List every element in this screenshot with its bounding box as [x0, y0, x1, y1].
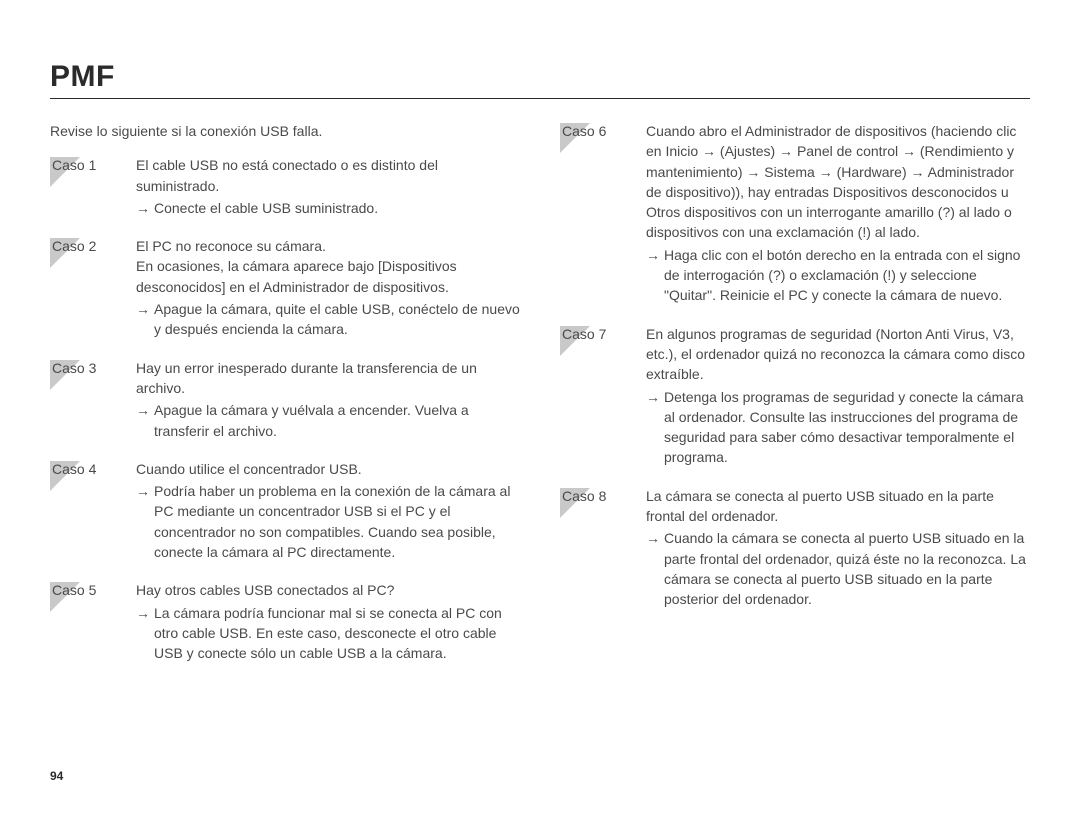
case-solution: → Apague la cámara y vuélvala a encender…	[136, 400, 520, 441]
solution-text: Podría haber un problema en la conexión …	[154, 481, 520, 562]
case-label-text: Caso 4	[50, 461, 96, 477]
case-block: Caso 4 Cuando utilice el concentrador US…	[50, 459, 520, 562]
solution-text: Cuando la cámara se conecta al puerto US…	[664, 528, 1030, 609]
case-body: La cámara se conecta al puerto USB situa…	[646, 486, 1030, 610]
solution-text: Apague la cámara, quite el cable USB, co…	[154, 299, 520, 340]
case-label: Caso 3	[50, 358, 136, 378]
case-desc: Hay otros cables USB conectados al PC?	[136, 580, 520, 600]
case-label-text: Caso 5	[50, 582, 96, 598]
left-column: Revise lo siguiente si la conexión USB f…	[50, 121, 520, 682]
case-body: El PC no reconoce su cámara. En ocasione…	[136, 236, 520, 339]
case-body: Hay otros cables USB conectados al PC? →…	[136, 580, 520, 663]
solution-text: Detenga los programas de seguridad y con…	[664, 387, 1030, 468]
case-desc: La cámara se conecta al puerto USB situa…	[646, 486, 1030, 527]
arrow-icon: →	[646, 528, 660, 609]
case-body: Cuando abro el Administrador de disposit…	[646, 121, 1030, 306]
arrow-icon: →	[646, 245, 660, 306]
case-label-text: Caso 8	[560, 488, 606, 504]
case-body: En algunos programas de seguridad (Norto…	[646, 324, 1030, 468]
case-label-text: Caso 2	[50, 238, 96, 254]
case-label: Caso 7	[560, 324, 646, 344]
case-label: Caso 5	[50, 580, 136, 600]
right-column: Caso 6 Cuando abro el Administrador de d…	[560, 121, 1030, 682]
case-body: El cable USB no está conectado o es dist…	[136, 155, 520, 218]
case-block: Caso 8 La cámara se conecta al puerto US…	[560, 486, 1030, 610]
case-solution: → Podría haber un problema en la conexió…	[136, 481, 520, 562]
case-desc: Hay un error inesperado durante la trans…	[136, 358, 520, 399]
page-title: PMF	[50, 60, 1030, 99]
case-label-text: Caso 3	[50, 360, 96, 376]
arrow-icon: →	[136, 481, 150, 562]
case-desc: El cable USB no está conectado o es dist…	[136, 155, 520, 196]
case-block: Caso 6 Cuando abro el Administrador de d…	[560, 121, 1030, 306]
arrow-icon: →	[136, 198, 150, 218]
case-solution: → La cámara podría funcionar mal si se c…	[136, 603, 520, 664]
case-block: Caso 2 El PC no reconoce su cámara. En o…	[50, 236, 520, 339]
case-solution: → Apague la cámara, quite el cable USB, …	[136, 299, 520, 340]
case-label: Caso 8	[560, 486, 646, 506]
case-solution: → Conecte el cable USB suministrado.	[136, 198, 520, 218]
case-solution: → Detenga los programas de seguridad y c…	[646, 387, 1030, 468]
case-label-text: Caso 1	[50, 157, 96, 173]
case-solution: → Haga clic con el botón derecho en la e…	[646, 245, 1030, 306]
case-block: Caso 5 Hay otros cables USB conectados a…	[50, 580, 520, 663]
content-columns: Revise lo siguiente si la conexión USB f…	[50, 121, 1030, 682]
case-label: Caso 6	[560, 121, 646, 141]
case-body: Hay un error inesperado durante la trans…	[136, 358, 520, 441]
arrow-icon: →	[136, 299, 150, 340]
case-desc: El PC no reconoce su cámara. En ocasione…	[136, 236, 520, 297]
case-block: Caso 7 En algunos programas de seguridad…	[560, 324, 1030, 468]
solution-text: Apague la cámara y vuélvala a encender. …	[154, 400, 520, 441]
arrow-icon: →	[136, 400, 150, 441]
case-solution: → Cuando la cámara se conecta al puerto …	[646, 528, 1030, 609]
case-desc: Cuando utilice el concentrador USB.	[136, 459, 520, 479]
case-label-text: Caso 7	[560, 326, 606, 342]
intro-text: Revise lo siguiente si la conexión USB f…	[50, 121, 520, 141]
arrow-icon: →	[136, 603, 150, 664]
solution-text: Haga clic con el botón derecho en la ent…	[664, 245, 1030, 306]
solution-text: Conecte el cable USB suministrado.	[154, 198, 520, 218]
case-desc: En algunos programas de seguridad (Norto…	[646, 324, 1030, 385]
case-label: Caso 1	[50, 155, 136, 175]
case-label: Caso 2	[50, 236, 136, 256]
page-number: 94	[50, 769, 63, 783]
case-label: Caso 4	[50, 459, 136, 479]
case-block: Caso 3 Hay un error inesperado durante l…	[50, 358, 520, 441]
case-block: Caso 1 El cable USB no está conectado o …	[50, 155, 520, 218]
case-desc: Cuando abro el Administrador de disposit…	[646, 121, 1030, 243]
solution-text: La cámara podría funcionar mal si se con…	[154, 603, 520, 664]
arrow-icon: →	[646, 387, 660, 468]
case-body: Cuando utilice el concentrador USB. → Po…	[136, 459, 520, 562]
case-label-text: Caso 6	[560, 123, 606, 139]
